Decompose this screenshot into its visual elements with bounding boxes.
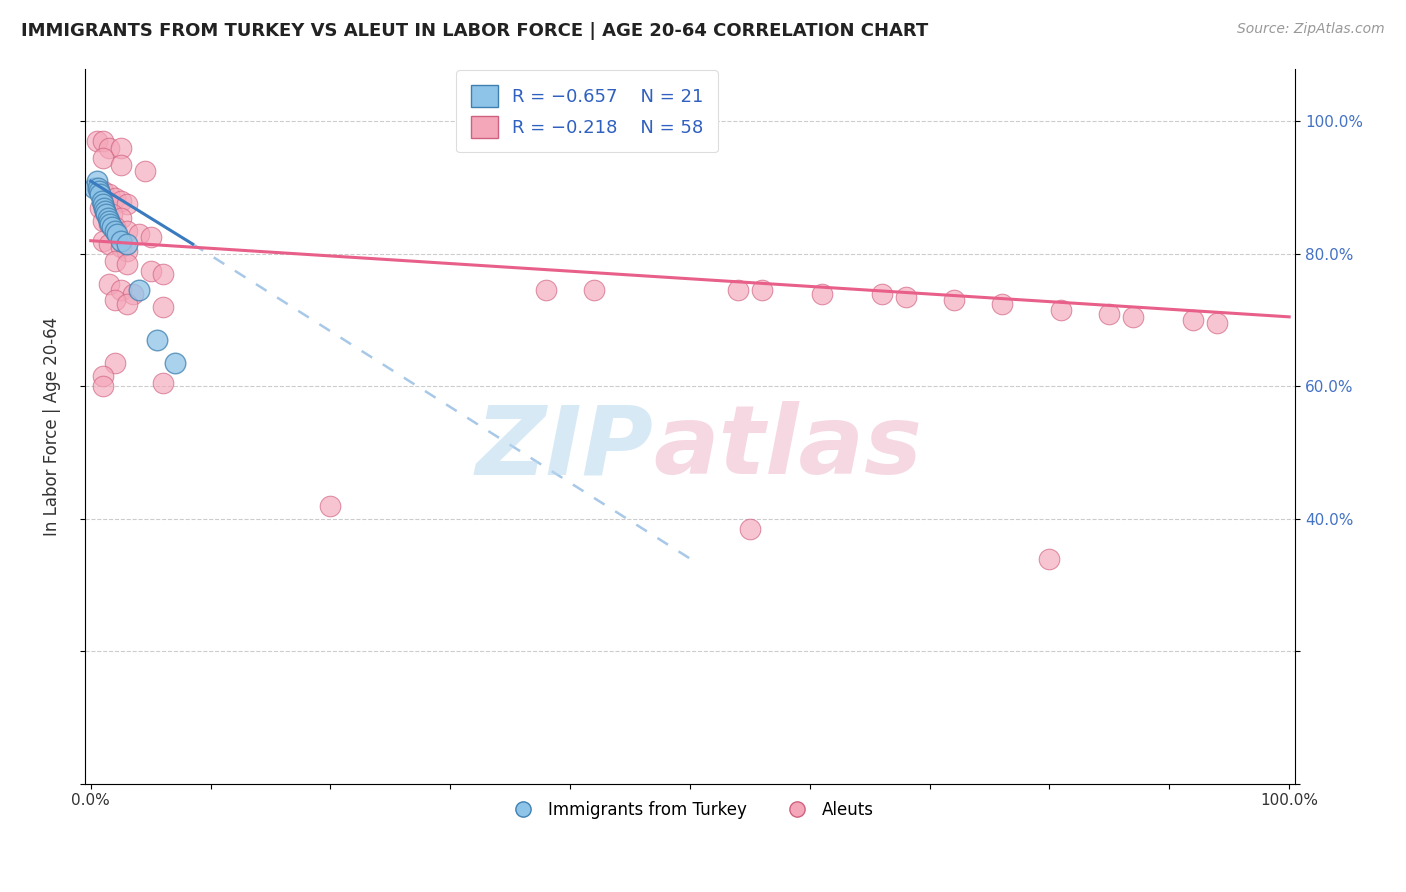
Point <box>319 499 342 513</box>
Point <box>105 227 128 241</box>
Point <box>110 284 132 298</box>
Point <box>104 293 127 308</box>
Point <box>110 240 132 254</box>
Point <box>1122 310 1144 324</box>
Point <box>727 284 749 298</box>
Point <box>894 290 917 304</box>
Text: Source: ZipAtlas.com: Source: ZipAtlas.com <box>1237 22 1385 37</box>
Text: IMMIGRANTS FROM TURKEY VS ALEUT IN LABOR FORCE | AGE 20-64 CORRELATION CHART: IMMIGRANTS FROM TURKEY VS ALEUT IN LABOR… <box>21 22 928 40</box>
Point <box>94 203 117 218</box>
Point <box>152 300 174 314</box>
Text: atlas: atlas <box>654 401 922 494</box>
Point <box>87 180 110 194</box>
Point <box>98 217 121 231</box>
Point <box>97 187 120 202</box>
Point <box>810 286 832 301</box>
Point <box>89 201 111 215</box>
Point <box>101 207 124 221</box>
Point <box>97 141 120 155</box>
Point <box>115 224 138 238</box>
Point <box>583 284 606 298</box>
Point <box>121 286 143 301</box>
Point <box>96 211 118 225</box>
Point <box>86 134 108 148</box>
Point <box>128 284 150 298</box>
Point <box>91 197 114 211</box>
Point <box>97 217 120 231</box>
Point <box>870 286 893 301</box>
Point <box>91 234 114 248</box>
Point <box>91 379 114 393</box>
Point <box>134 164 156 178</box>
Point <box>101 220 124 235</box>
Point <box>115 237 138 252</box>
Point <box>942 293 965 308</box>
Point <box>91 369 114 384</box>
Point <box>94 203 117 218</box>
Point <box>128 227 150 241</box>
Point <box>1050 303 1073 318</box>
Legend: Immigrants from Turkey, Aleuts: Immigrants from Turkey, Aleuts <box>499 794 880 825</box>
Point <box>1098 307 1121 321</box>
Point <box>91 214 114 228</box>
Point <box>110 194 132 208</box>
Y-axis label: In Labor Force | Age 20-64: In Labor Force | Age 20-64 <box>44 317 60 536</box>
Point <box>534 284 557 298</box>
Point <box>1038 551 1060 566</box>
Point <box>115 257 138 271</box>
Point <box>152 267 174 281</box>
Point <box>115 296 138 310</box>
Point <box>751 284 773 298</box>
Point <box>104 191 127 205</box>
Point <box>115 244 138 258</box>
Point <box>115 197 138 211</box>
Point <box>86 174 108 188</box>
Point <box>145 333 167 347</box>
Point <box>1206 317 1229 331</box>
Point <box>91 151 114 165</box>
Point <box>97 214 120 228</box>
Point <box>104 253 127 268</box>
Point <box>104 356 127 370</box>
Point <box>91 134 114 148</box>
Point <box>104 224 127 238</box>
Point <box>990 296 1012 310</box>
Point <box>139 230 162 244</box>
Point <box>83 180 105 194</box>
Point <box>110 211 132 225</box>
Point <box>738 522 761 536</box>
Point <box>96 207 118 221</box>
Point <box>110 141 132 155</box>
Point <box>104 220 127 235</box>
Point <box>91 184 114 198</box>
Point <box>110 157 132 171</box>
Point <box>1182 313 1205 327</box>
Point <box>90 194 112 208</box>
Point <box>97 277 120 291</box>
Text: ZIP: ZIP <box>475 401 654 494</box>
Point <box>87 184 110 198</box>
Point <box>86 180 108 194</box>
Point <box>89 187 111 202</box>
Point <box>97 237 120 252</box>
Point <box>110 234 132 248</box>
Point <box>152 376 174 390</box>
Point <box>139 263 162 277</box>
Point <box>93 201 115 215</box>
Point <box>163 356 186 370</box>
